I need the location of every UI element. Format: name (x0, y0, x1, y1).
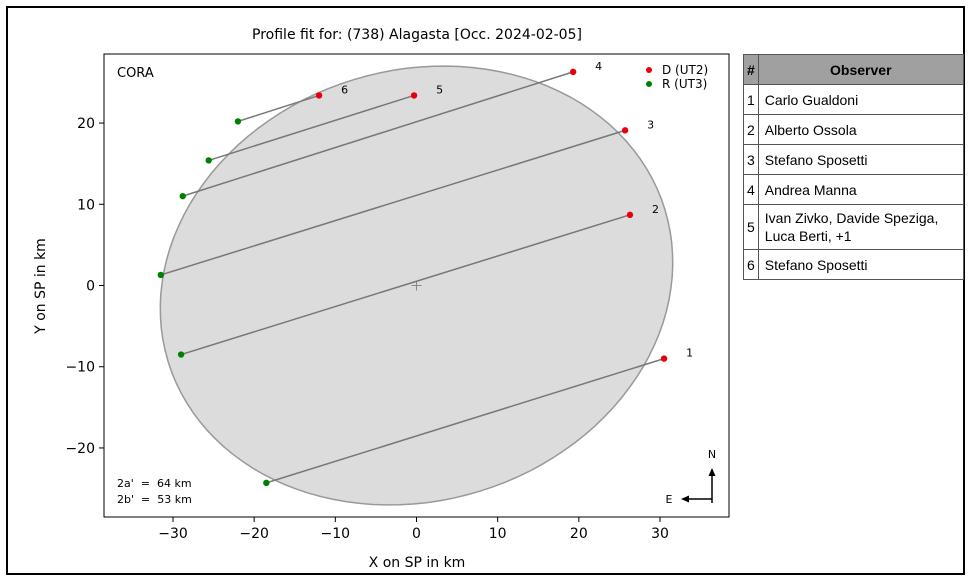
y-tick-label: 10 (77, 197, 95, 213)
disappearance-point-1 (660, 355, 668, 362)
y-axis-label: Y on SP in km (33, 238, 49, 335)
reappearance-point-4 (179, 192, 186, 200)
chord-label-2: 2 (652, 203, 659, 216)
observer-name: Carlo Gualdoni (757, 84, 964, 115)
chart-title: Profile fit for: (738) Alagasta [Occ. 20… (252, 27, 582, 43)
observer-name: Stefano Sposetti (757, 249, 964, 280)
compass-north-label: N (708, 448, 716, 461)
row-number: 5 (743, 204, 759, 250)
header-observer: Observer (757, 54, 964, 85)
y-tick-label: −20 (65, 441, 95, 457)
observer-table: # Observer 1 Carlo Gualdoni 2 Alberto Os… (743, 54, 964, 280)
chord-line-6 (237, 94, 320, 123)
x-axis-label: X on SP in km (369, 555, 466, 571)
legend-marker-0 (646, 67, 652, 73)
legend-label-0: D (UT2) (662, 63, 708, 77)
disappearance-point-5 (410, 92, 418, 99)
x-tick-label: 0 (412, 526, 421, 542)
reappearance-point-3 (157, 271, 165, 279)
header-number: # (743, 54, 759, 85)
observer-name: Ivan Zivko, Davide Speziga, Luca Berti, … (757, 204, 964, 250)
y-tick-label: 0 (86, 279, 95, 295)
chord-label-3: 3 (647, 118, 654, 131)
legend-label-1: R (UT3) (662, 77, 707, 91)
table-row: 3 Stefano Sposetti (743, 144, 964, 175)
axis-b-label: 2b' = 53 km (117, 493, 192, 506)
chord-label-5: 5 (436, 83, 443, 96)
reappearance-point-1 (263, 479, 270, 487)
table-row: 1 Carlo Gualdoni (743, 84, 964, 115)
chord-line-2 (180, 214, 631, 356)
reappearance-point-6 (234, 118, 242, 125)
chord-line-5 (208, 94, 415, 162)
row-number: 1 (743, 84, 759, 115)
legend-marker-1 (646, 81, 652, 87)
table-row: 5 Ivan Zivko, Davide Speziga, Luca Berti… (743, 204, 964, 250)
row-number: 4 (743, 174, 759, 205)
x-tick-label: −30 (158, 526, 188, 542)
chord-label-1: 1 (686, 347, 693, 360)
observer-name: Stefano Sposetti (757, 144, 964, 175)
chord-label-6: 6 (341, 83, 348, 96)
disappearance-point-4 (569, 68, 577, 76)
x-tick-label: 20 (570, 526, 588, 542)
table-row: 6 Stefano Sposetti (743, 249, 964, 280)
axis-a-label: 2a' = 64 km (117, 477, 192, 490)
table-row: 2 Alberto Ossola (743, 114, 964, 145)
compass-east-label: E (666, 493, 673, 506)
chord-line-3 (160, 129, 626, 276)
table-row: 4 Andrea Manna (743, 174, 964, 205)
reappearance-point-5 (205, 157, 212, 164)
north-arrowhead (708, 468, 716, 476)
chord-line-4 (182, 71, 574, 197)
east-arrowhead (681, 495, 689, 503)
compass: N E (666, 448, 717, 506)
x-tick-label: 30 (651, 526, 669, 542)
row-number: 3 (743, 144, 759, 175)
chord-label-4: 4 (595, 60, 602, 73)
corner-label: CORA (117, 66, 154, 81)
chord-line-1 (266, 357, 665, 484)
y-tick-label: −10 (65, 360, 95, 376)
observer-name: Andrea Manna (757, 174, 964, 205)
x-tick-label: 10 (489, 526, 507, 542)
x-tick-label: −20 (239, 526, 269, 542)
disappearance-point-2 (626, 211, 634, 219)
center-marker (411, 280, 422, 291)
disappearance-point-3 (621, 127, 629, 134)
y-tick-label: 20 (77, 116, 95, 132)
reappearance-point-2 (177, 351, 185, 358)
disappearance-point-6 (315, 92, 323, 99)
row-number: 6 (743, 249, 759, 280)
row-number: 2 (743, 114, 759, 145)
observer-name: Alberto Ossola (757, 114, 964, 145)
x-tick-label: −10 (321, 526, 351, 542)
